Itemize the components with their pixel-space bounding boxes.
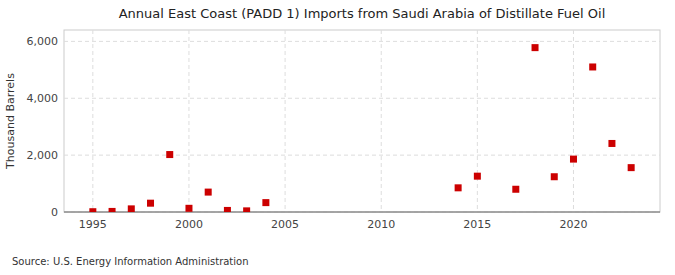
point	[224, 207, 231, 212]
y-tick-label: 6,000	[27, 35, 59, 48]
y-grid-line	[64, 41, 660, 42]
point	[166, 151, 173, 158]
y-grid-line	[64, 155, 660, 156]
point	[109, 208, 116, 212]
x-grid-line	[188, 30, 189, 212]
point	[589, 63, 596, 70]
point	[608, 140, 615, 147]
x-tick-label: 2010	[367, 218, 395, 231]
point	[570, 156, 577, 163]
x-tick-label: 2020	[559, 218, 587, 231]
title: Annual East Coast (PADD 1) Imports from …	[119, 6, 606, 21]
x-tick-label: 2005	[271, 218, 299, 231]
point	[512, 186, 519, 193]
point	[551, 173, 558, 180]
point	[455, 184, 462, 191]
x-grid-line	[573, 30, 574, 212]
plot-frame	[64, 30, 660, 212]
point	[262, 199, 269, 206]
x-grid-line	[381, 30, 382, 212]
point	[243, 207, 250, 212]
y-tick-label: 0	[51, 206, 58, 219]
chart-container: 0 2,000 4,000 6,000 1995 2000 2005 2010 2015 2020…	[0, 0, 675, 275]
x-grid-line	[477, 30, 478, 212]
y-tick-label: 2,000	[27, 149, 59, 162]
point	[147, 200, 154, 207]
point	[532, 44, 539, 51]
x-tick-label: 2000	[175, 218, 203, 231]
point	[128, 205, 135, 212]
point	[628, 164, 635, 171]
x-tick-label: 2015	[463, 218, 491, 231]
source-annotation: Source: U.S. Energy Information Administ…	[12, 256, 249, 267]
x-grid-line	[92, 30, 93, 212]
x-tick-label: 1995	[79, 218, 107, 231]
points	[89, 44, 634, 212]
y-tick-label: 4,000	[27, 92, 59, 105]
point	[89, 208, 96, 212]
point	[185, 205, 192, 212]
y-grid-line	[64, 98, 660, 99]
x-grid-line	[285, 30, 286, 212]
x-axis-line	[64, 212, 660, 213]
point	[474, 173, 481, 180]
y-axis-label: Thousand Barrels	[4, 73, 17, 170]
chart: 0 2,000 4,000 6,000 1995 2000 2005 2010 2015 2020…	[0, 0, 675, 275]
point	[205, 189, 212, 196]
y-grid-line	[64, 212, 660, 213]
